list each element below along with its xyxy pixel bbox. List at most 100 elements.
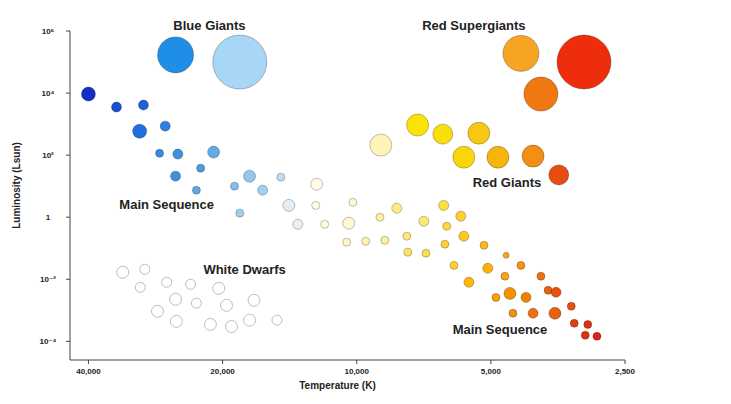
x-tick (88, 360, 89, 364)
x-tick-label: 20,000 (210, 367, 235, 376)
star (81, 87, 95, 101)
star (170, 293, 182, 305)
star (138, 100, 148, 110)
y-tick (66, 279, 70, 280)
star (381, 236, 389, 244)
star (208, 146, 220, 158)
star (403, 232, 411, 240)
star (349, 198, 357, 206)
y-tick-label: 10⁴ (42, 89, 55, 98)
star (283, 199, 295, 211)
star (186, 279, 196, 289)
x-axis-label: Temperature (K) (299, 380, 376, 391)
y-tick-label: 10² (42, 151, 54, 160)
chart: 10⁻⁴10⁻²110²10⁴10⁶40,00020,00010,0005,00… (0, 0, 731, 404)
x-tick-label: 10,000 (344, 367, 369, 376)
y-axis-label: Luminosity (Lsun) (11, 142, 22, 229)
star (244, 314, 256, 326)
star (419, 216, 429, 226)
star (170, 315, 182, 327)
annotation: White Dwarfs (203, 262, 285, 277)
star (492, 293, 500, 301)
star (537, 272, 545, 280)
y-tick-label: 10⁶ (42, 27, 55, 36)
y-tick-label: 1 (46, 213, 51, 222)
star (151, 305, 163, 317)
star (549, 307, 561, 319)
star (453, 146, 475, 168)
star (343, 217, 355, 229)
star (197, 164, 205, 172)
star (204, 318, 216, 330)
star (158, 37, 194, 73)
star (191, 298, 201, 308)
x-tick (356, 360, 357, 364)
y-tick-label: 10⁻⁴ (39, 337, 56, 346)
annotation: Blue Giants (173, 18, 245, 33)
annotation: Main Sequence (453, 322, 548, 337)
x-tick-label: 2,500 (615, 367, 636, 376)
star (293, 219, 303, 229)
star (581, 331, 589, 339)
star (450, 261, 458, 269)
star (480, 241, 488, 249)
star (311, 178, 323, 190)
star (521, 292, 531, 302)
x-tick (222, 360, 223, 364)
star (443, 222, 451, 230)
star (522, 145, 544, 167)
y-tick (66, 217, 70, 218)
x-tick (490, 360, 491, 364)
star (162, 277, 172, 287)
star (483, 263, 493, 273)
star (567, 302, 575, 310)
star (140, 264, 150, 274)
annotation: Main Sequence (119, 197, 214, 212)
star (225, 321, 237, 333)
star (376, 213, 384, 221)
star (160, 121, 170, 131)
star (524, 77, 558, 111)
star (258, 185, 268, 195)
star (551, 287, 561, 297)
star (312, 201, 320, 209)
y-axis (70, 31, 71, 360)
star (570, 319, 578, 327)
star (244, 170, 256, 182)
y-tick (66, 31, 70, 32)
x-axis (70, 360, 625, 361)
star (504, 287, 516, 299)
star (433, 124, 453, 144)
y-tick-label: 10⁻² (40, 275, 56, 284)
y-tick (66, 93, 70, 94)
star (133, 124, 147, 138)
star (112, 102, 122, 112)
star (557, 35, 611, 89)
star (509, 309, 517, 317)
star (528, 308, 538, 318)
star (593, 332, 601, 340)
star (236, 209, 244, 217)
star (362, 237, 370, 245)
star (407, 114, 429, 136)
star (549, 165, 569, 185)
star (456, 211, 466, 221)
annotation: Red Giants (473, 175, 542, 190)
star (213, 282, 225, 294)
star (321, 220, 329, 228)
star (135, 282, 145, 292)
star (231, 182, 239, 190)
star (213, 35, 267, 89)
x-tick (625, 360, 626, 364)
y-tick (66, 155, 70, 156)
x-tick-label: 40,000 (76, 367, 101, 376)
annotation: Red Supergiants (422, 18, 525, 33)
y-tick (66, 341, 70, 342)
star (173, 149, 183, 159)
star (468, 122, 490, 144)
star (248, 294, 260, 306)
star (584, 320, 592, 328)
star (439, 200, 449, 210)
star (277, 173, 285, 181)
star (392, 203, 402, 213)
